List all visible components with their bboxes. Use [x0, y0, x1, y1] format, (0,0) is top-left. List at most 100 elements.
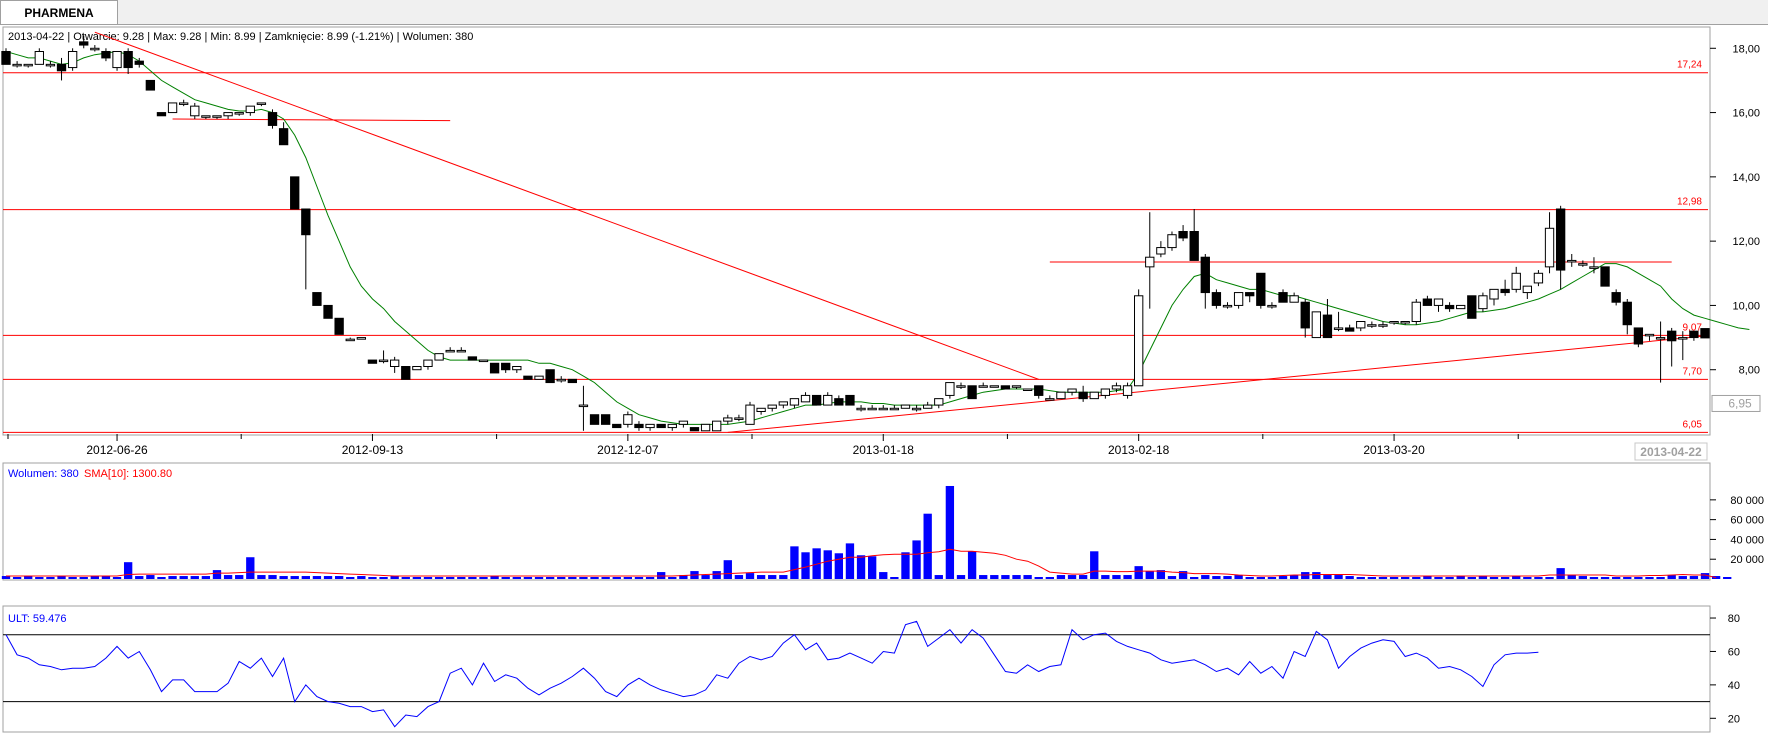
candle-body: [700, 423, 711, 432]
ult-panel[interactable]: [2, 605, 1711, 733]
candle: [1644, 333, 1655, 341]
candle-body: [811, 394, 822, 406]
candle-body: [345, 338, 355, 342]
candle-body: [1100, 388, 1111, 396]
candle-body: [1289, 295, 1299, 303]
volume-bar: [201, 576, 211, 579]
volume-bar: [834, 553, 844, 579]
candle-body: [323, 304, 333, 319]
candle-body: [1111, 385, 1122, 390]
volume-sma-line: [6, 548, 1717, 579]
candle-body: [1322, 314, 1333, 339]
candle: [1456, 304, 1466, 310]
candle: [145, 79, 156, 91]
candle: [956, 382, 966, 389]
volume-panel[interactable]: [2, 462, 1711, 581]
trendline: [727, 335, 1706, 433]
candle: [1045, 395, 1055, 401]
volume-bar: [112, 577, 122, 579]
candle: [1322, 299, 1333, 339]
candle-body: [45, 63, 56, 67]
tab-pharmena[interactable]: PHARMENA: [0, 0, 118, 24]
candle-body: [90, 47, 100, 51]
candle-body: [1311, 311, 1322, 339]
candle-body: [190, 105, 200, 117]
candle-body: [1045, 398, 1055, 401]
volume-bar: [701, 575, 710, 579]
candle-body: [223, 112, 233, 117]
candle-body: [1267, 304, 1277, 308]
candle: [1089, 391, 1099, 400]
volume-bar: [1445, 577, 1454, 579]
current-price-box: [1711, 394, 1761, 412]
price-panel[interactable]: [2, 26, 1711, 436]
volume-bar: [1167, 576, 1177, 579]
candle: [756, 407, 766, 415]
volume-bar: [423, 577, 433, 579]
volume-bar: [24, 576, 33, 579]
volume-bar: [323, 576, 333, 579]
candle-body: [1356, 321, 1366, 329]
volume-bar: [357, 576, 366, 579]
candle: [800, 392, 811, 403]
candle: [1344, 324, 1355, 332]
volume-bar: [1201, 575, 1210, 579]
candle-body: [489, 362, 500, 374]
volume-bar: [712, 571, 721, 579]
volume-bar: [1534, 577, 1543, 579]
volume-bar: [1067, 575, 1077, 579]
volume-bar: [1223, 576, 1232, 579]
candle: [356, 337, 367, 340]
candle-body: [434, 353, 444, 361]
candle-body: [1145, 256, 1155, 268]
candle: [1333, 311, 1344, 332]
volume-bar: [268, 575, 277, 579]
tab-bar: PHARMENA: [0, 0, 1768, 25]
volume-bar: [945, 485, 955, 579]
candle: [1511, 266, 1521, 293]
volume-bar: [1378, 577, 1388, 579]
volume-bar: [101, 576, 111, 579]
volume-bar: [1423, 576, 1432, 579]
candle: [1189, 209, 1199, 261]
candle: [967, 385, 977, 400]
candle: [1156, 241, 1166, 258]
candle: [334, 317, 344, 335]
candle: [689, 427, 700, 432]
volume-bar: [301, 576, 310, 579]
volume-bar: [534, 577, 544, 579]
volume-bar: [645, 577, 655, 579]
candle-body: [312, 292, 322, 306]
candle: [1522, 285, 1532, 299]
candle-body: [723, 417, 733, 422]
volume-bar: [1234, 575, 1243, 579]
volume-bar: [390, 576, 399, 579]
candle: [878, 405, 888, 411]
last-date-box: [1634, 442, 1708, 461]
candle-body: [234, 112, 244, 115]
volume-bar: [235, 575, 244, 579]
candle: [112, 51, 122, 71]
candle-body: [501, 362, 511, 371]
volume-bar: [1078, 575, 1088, 579]
volume-bar: [1512, 576, 1521, 579]
candle-body: [1600, 266, 1610, 287]
candle-body: [889, 407, 900, 411]
candle: [1289, 292, 1299, 303]
candle-body: [845, 394, 855, 406]
horizontal-level-label: 17,24: [1677, 60, 1702, 71]
candle-body: [256, 102, 267, 105]
candle: [1300, 299, 1310, 338]
candle-body: [689, 427, 700, 432]
candle: [1489, 288, 1499, 306]
x-axis-label: 2013-02-18: [1108, 443, 1170, 457]
candle: [900, 404, 911, 409]
candle-body: [1433, 298, 1444, 306]
candle-body: [800, 394, 811, 403]
volume-bar: [1134, 566, 1143, 579]
volume-bar: [401, 577, 410, 579]
volume-bar: [190, 576, 199, 579]
candle-body: [1456, 304, 1466, 310]
candle: [179, 99, 189, 107]
volume-bar: [668, 577, 677, 579]
